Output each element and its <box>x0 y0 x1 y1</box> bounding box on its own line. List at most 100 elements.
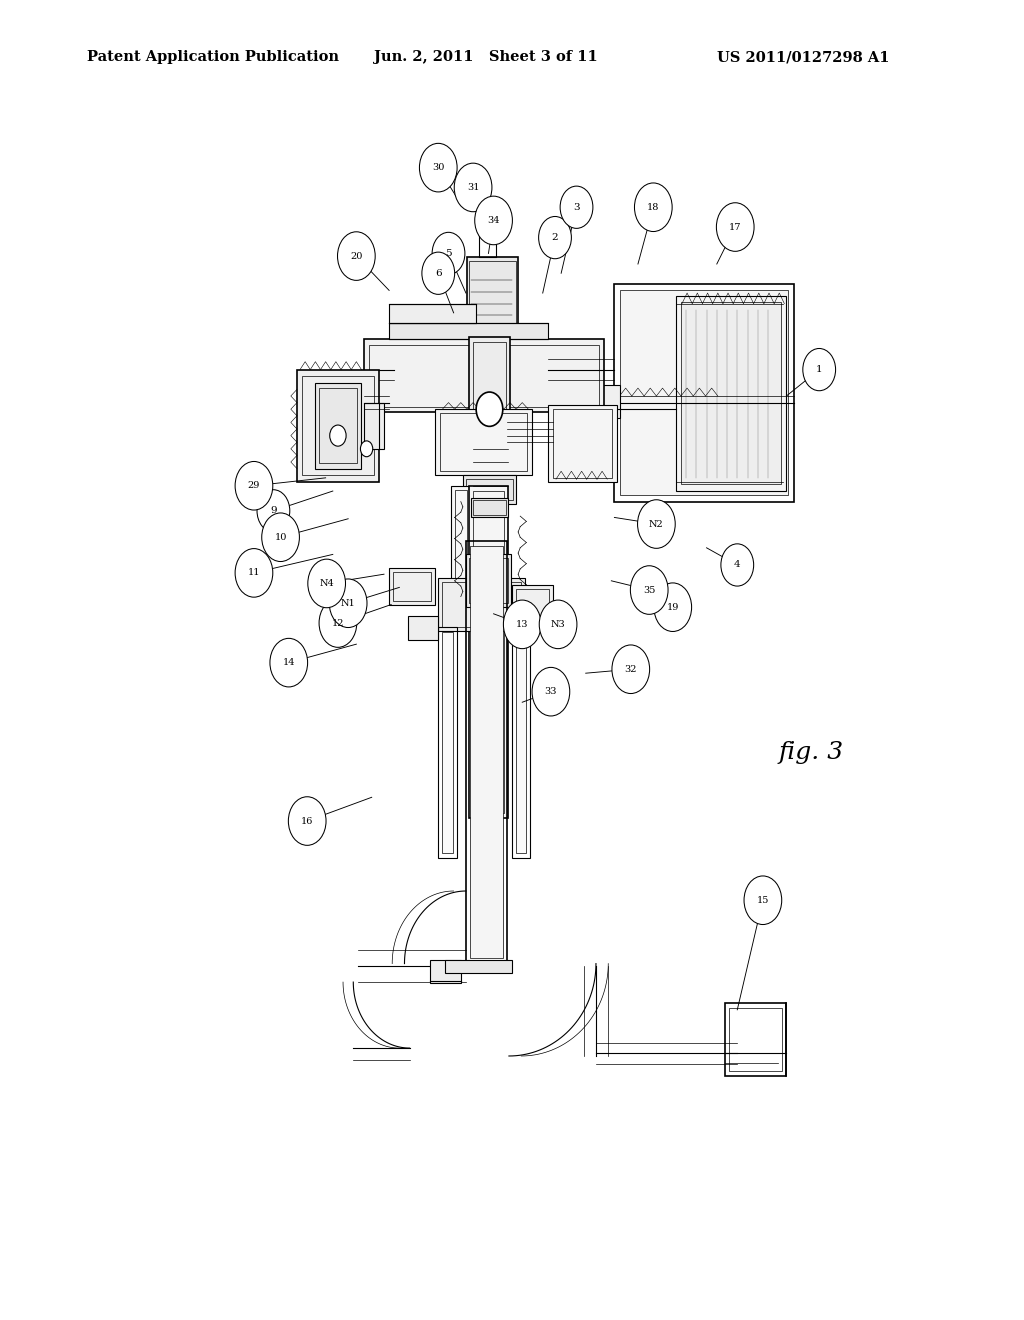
Text: Patent Application Publication: Patent Application Publication <box>87 50 339 65</box>
Bar <box>438 578 525 631</box>
Text: 33: 33 <box>545 688 557 696</box>
Text: 31: 31 <box>467 183 479 191</box>
Circle shape <box>360 441 373 457</box>
Text: 19: 19 <box>667 603 679 611</box>
Text: 1: 1 <box>816 366 822 374</box>
Circle shape <box>532 668 569 715</box>
Bar <box>389 304 476 323</box>
Circle shape <box>420 144 457 191</box>
Bar <box>729 1008 782 1071</box>
Text: 15: 15 <box>757 896 769 904</box>
Text: US 2011/0127298 A1: US 2011/0127298 A1 <box>717 50 889 65</box>
Bar <box>389 568 435 605</box>
Bar <box>512 585 553 631</box>
Circle shape <box>422 252 455 294</box>
Bar <box>466 541 507 964</box>
Bar <box>393 572 431 601</box>
Circle shape <box>504 601 541 648</box>
Bar <box>442 582 521 627</box>
Text: 34: 34 <box>487 216 500 224</box>
Text: 30: 30 <box>432 164 444 172</box>
Bar <box>451 486 471 607</box>
Circle shape <box>539 216 571 259</box>
Text: 11: 11 <box>248 569 260 577</box>
Text: 14: 14 <box>283 659 295 667</box>
Text: 29: 29 <box>248 482 260 490</box>
Circle shape <box>803 348 836 391</box>
Text: N2: N2 <box>649 520 664 528</box>
Bar <box>319 388 357 463</box>
Text: 13: 13 <box>516 620 528 628</box>
Bar <box>553 385 620 418</box>
Bar <box>681 302 781 484</box>
Text: 20: 20 <box>350 252 362 260</box>
Circle shape <box>560 186 593 228</box>
Bar <box>470 546 503 958</box>
Bar <box>512 620 530 858</box>
Circle shape <box>612 645 649 693</box>
Bar <box>471 498 508 517</box>
Text: 17: 17 <box>729 223 741 231</box>
Bar <box>364 339 604 412</box>
Text: 9: 9 <box>270 507 276 515</box>
Bar <box>463 475 516 504</box>
Text: 6: 6 <box>435 269 441 277</box>
Bar <box>440 413 527 471</box>
Circle shape <box>721 544 754 586</box>
Text: N3: N3 <box>551 620 565 628</box>
Circle shape <box>635 183 672 231</box>
Bar <box>725 1003 786 1076</box>
Circle shape <box>432 232 465 275</box>
Bar <box>620 290 788 495</box>
Text: N1: N1 <box>341 599 355 607</box>
Bar <box>473 342 506 483</box>
Text: 2: 2 <box>552 234 558 242</box>
Bar <box>369 345 599 407</box>
Bar <box>469 261 516 333</box>
Circle shape <box>289 797 326 845</box>
Circle shape <box>638 500 675 548</box>
Bar <box>438 627 457 858</box>
Text: 16: 16 <box>301 817 313 825</box>
Bar <box>473 491 504 813</box>
Text: 18: 18 <box>647 203 659 211</box>
Circle shape <box>717 203 754 251</box>
Circle shape <box>319 599 356 647</box>
Bar <box>430 960 461 983</box>
Circle shape <box>476 392 503 426</box>
Circle shape <box>262 513 299 561</box>
Bar <box>297 370 379 482</box>
Bar <box>467 257 518 337</box>
Bar <box>442 632 453 853</box>
Circle shape <box>270 639 307 686</box>
Bar <box>389 323 548 339</box>
Circle shape <box>455 164 492 211</box>
Bar <box>548 405 617 482</box>
Circle shape <box>654 583 691 631</box>
Bar <box>466 554 511 607</box>
Bar <box>516 626 526 853</box>
Text: N4: N4 <box>319 579 334 587</box>
Text: 5: 5 <box>445 249 452 257</box>
Circle shape <box>330 425 346 446</box>
Bar <box>469 337 510 488</box>
Bar <box>614 284 794 502</box>
Circle shape <box>236 462 272 510</box>
Bar <box>479 231 496 257</box>
Circle shape <box>475 197 512 244</box>
Text: 35: 35 <box>643 586 655 594</box>
Bar <box>302 376 374 475</box>
Circle shape <box>236 549 272 597</box>
Circle shape <box>308 560 345 607</box>
Text: 3: 3 <box>573 203 580 211</box>
Text: 4: 4 <box>734 561 740 569</box>
Circle shape <box>338 232 375 280</box>
Text: 12: 12 <box>332 619 344 627</box>
Bar <box>466 479 513 500</box>
Circle shape <box>257 490 290 532</box>
Bar <box>445 960 512 973</box>
Bar <box>469 486 508 818</box>
Circle shape <box>330 579 367 627</box>
Circle shape <box>631 566 668 614</box>
Text: Jun. 2, 2011   Sheet 3 of 11: Jun. 2, 2011 Sheet 3 of 11 <box>374 50 598 65</box>
